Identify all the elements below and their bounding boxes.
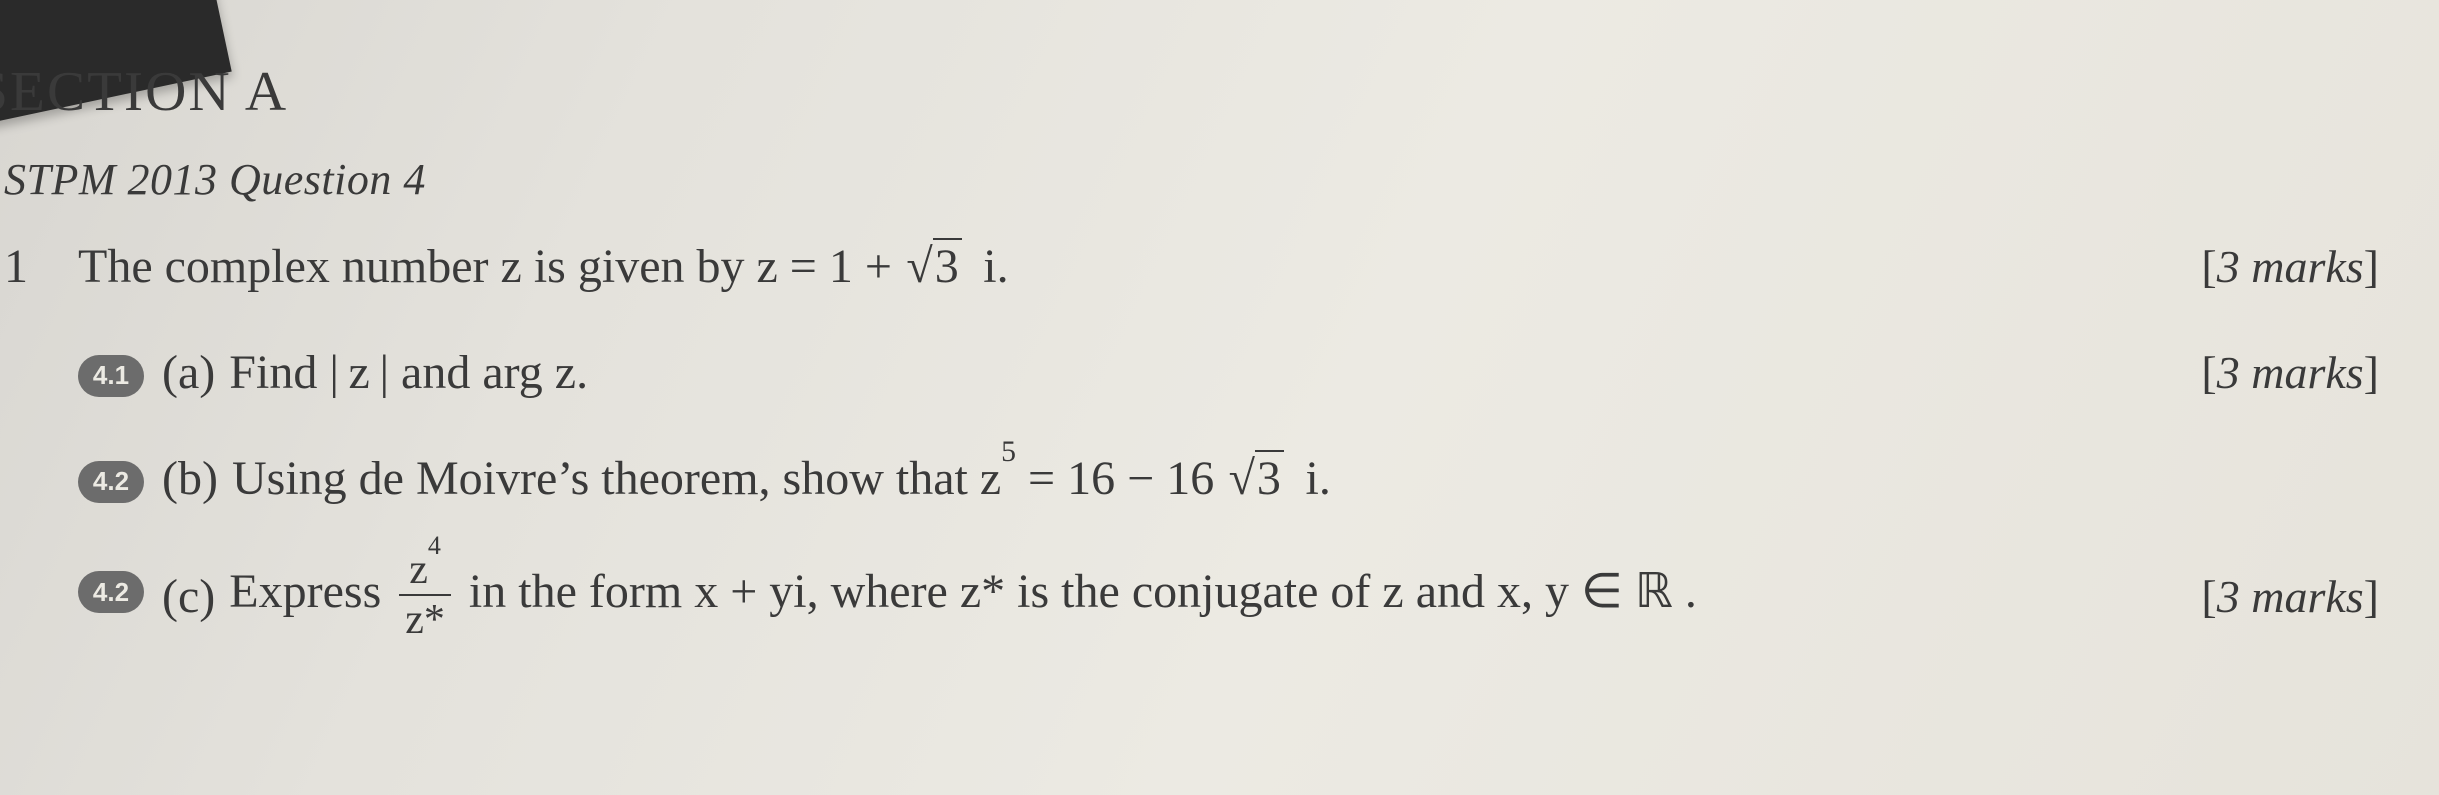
- fraction-icon: z4 z*: [399, 547, 451, 641]
- part-a-label: (a): [162, 345, 215, 400]
- question-number: 1: [0, 239, 78, 294]
- part-b-radicand: 3: [1255, 450, 1284, 505]
- question-stem-row: 1 The complex number z is given by z = 1…: [0, 231, 2379, 303]
- marks-c-text: 3 marks: [2217, 571, 2364, 622]
- frac-num-base: z: [409, 547, 428, 593]
- part-c-after: .: [1685, 565, 1697, 618]
- part-b-after: i.: [1296, 452, 1331, 505]
- part-b-label: (b): [162, 451, 218, 506]
- marks-b-text: 3 marks: [2217, 347, 2364, 398]
- part-b-exp: 5: [1001, 435, 1016, 468]
- part-c-label: (c): [162, 569, 215, 624]
- stem-after: i.: [974, 240, 1009, 293]
- part-b-before: Using de Moivre’s theorem, show that: [232, 452, 980, 505]
- stem-before: The complex number z is given by: [78, 240, 757, 293]
- frac-num: z4: [403, 547, 447, 594]
- marks-a: [3 marks]: [2201, 240, 2379, 293]
- part-c-row: 4.2 (c) Express z4 z* in the form x + yi…: [0, 549, 2379, 643]
- frac-den: z*: [399, 594, 451, 641]
- frac-num-exp: 4: [428, 531, 441, 560]
- stem-radicand: 3: [933, 238, 962, 293]
- badge-b: 4.2: [78, 461, 144, 503]
- sqrt-icon: √3: [1226, 443, 1284, 515]
- real-symbol: ℝ: [1635, 565, 1673, 618]
- marks-c: [3 marks]: [2201, 570, 2379, 623]
- part-c-before: Express: [229, 565, 393, 618]
- part-b-z: z: [980, 452, 1001, 505]
- part-a-row: 4.1 (a) Find | z | and arg z. [3 marks]: [0, 337, 2379, 409]
- part-b-text: Using de Moivre’s theorem, show that z5 …: [232, 443, 2379, 515]
- page-content: SECTION A STPM 2013 Question 4 1 The com…: [0, 0, 2439, 657]
- part-c-text: Express z4 z* in the form x + yi, where …: [229, 549, 2171, 643]
- source-line: STPM 2013 Question 4: [4, 154, 2379, 205]
- part-c-mid: in the form x + yi, where z* is the conj…: [469, 565, 1635, 618]
- marks-a-text: 3 marks: [2217, 241, 2364, 292]
- part-a-text: Find | z | and arg z.: [229, 337, 2171, 409]
- part-b-row: 4.2 (b) Using de Moivre’s theorem, show …: [0, 443, 2379, 515]
- badge-a: 4.1: [78, 355, 144, 397]
- badge-c: 4.2: [78, 571, 144, 613]
- section-title: SECTION A: [0, 60, 2403, 124]
- marks-b: [3 marks]: [2201, 346, 2379, 399]
- question-stem-text: The complex number z is given by z = 1 +…: [78, 231, 2171, 303]
- sqrt-icon: √3: [904, 231, 962, 303]
- part-b-mid: = 16 − 16: [1028, 452, 1214, 505]
- stem-eq-lhs: z = 1 +: [757, 240, 904, 293]
